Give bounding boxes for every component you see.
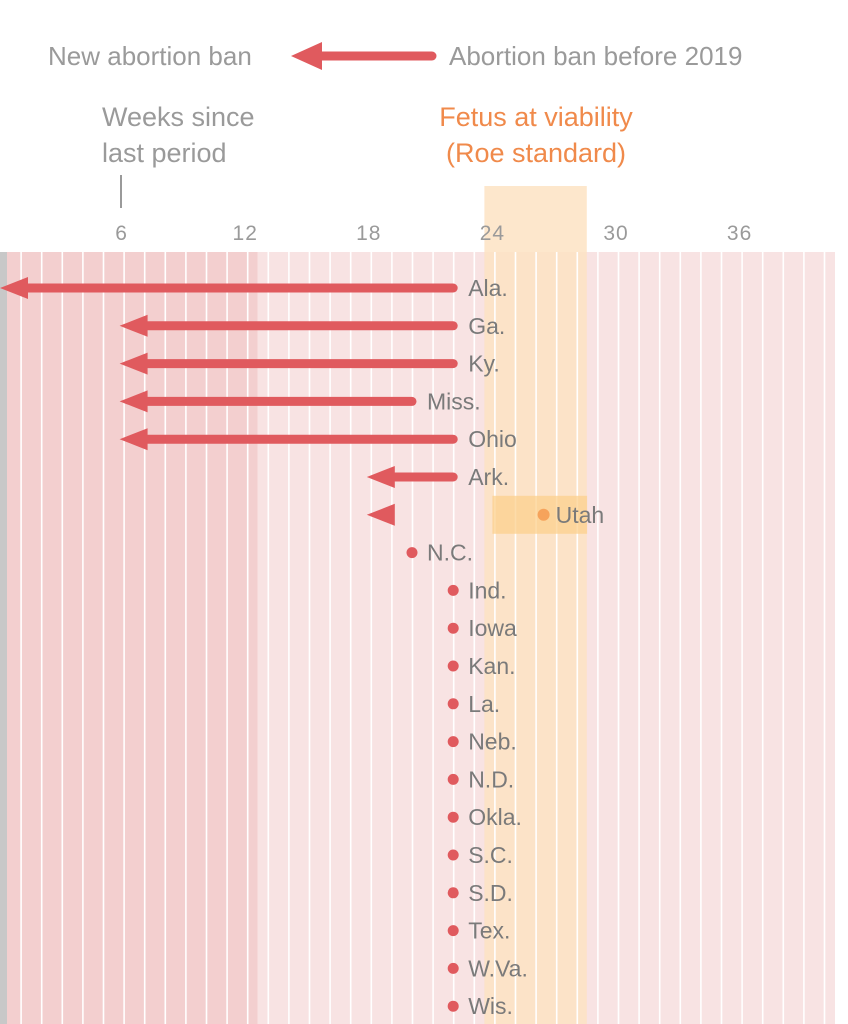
ban-dot bbox=[447, 887, 459, 899]
ban-dot bbox=[447, 925, 459, 937]
state-label: Ky. bbox=[468, 351, 500, 377]
legend-old-ban-label: Abortion ban before 2019 bbox=[449, 41, 742, 71]
x-tick-label: 30 bbox=[603, 222, 628, 245]
ban-arrow-head bbox=[366, 503, 395, 526]
state-label: N.D. bbox=[468, 766, 514, 792]
state-label: Tex. bbox=[468, 918, 510, 944]
x-tick-label: 36 bbox=[727, 222, 752, 245]
axis-left-edge bbox=[0, 252, 7, 1024]
viability-label-line1: Fetus at viability bbox=[439, 102, 633, 132]
ban-dot bbox=[447, 849, 459, 861]
early-weeks-band bbox=[0, 252, 258, 1024]
ban-dot bbox=[447, 1000, 459, 1012]
axis-header-line1: Weeks since bbox=[102, 102, 255, 132]
ban-arrow-head bbox=[119, 428, 148, 451]
ban-dot bbox=[406, 547, 418, 559]
ban-dot bbox=[447, 811, 459, 823]
ban-arrow-head bbox=[119, 314, 148, 337]
ban-dot bbox=[447, 698, 459, 710]
state-label: Okla. bbox=[468, 804, 522, 830]
x-axis-ticks: 6 12 18 24 30 36 bbox=[115, 222, 752, 245]
state-labels: Ala. Ga. Ky. Miss. Ohio Ark. Utah N.C. Ind. Iowa K… bbox=[427, 275, 604, 1019]
state-label: Wis. bbox=[468, 993, 513, 1019]
ban-dot bbox=[447, 622, 459, 634]
state-label: Ala. bbox=[468, 275, 508, 301]
state-label: Miss. bbox=[427, 388, 481, 414]
ban-arrow-head bbox=[366, 466, 395, 488]
state-label: Ark. bbox=[468, 464, 509, 490]
ban-dot bbox=[447, 736, 459, 748]
state-label: Ohio bbox=[468, 426, 517, 452]
legend-arrow-head-icon bbox=[291, 42, 322, 70]
state-label: S.D. bbox=[468, 880, 513, 906]
legend: New abortion ban Abortion ban before 201… bbox=[48, 41, 742, 71]
axis-header: Weeks since last period bbox=[102, 102, 255, 208]
ban-arrow-head bbox=[119, 352, 148, 375]
state-label: Neb. bbox=[468, 729, 517, 755]
state-label: Utah bbox=[556, 502, 605, 528]
state-label: W.Va. bbox=[468, 955, 528, 981]
chart-marks bbox=[0, 277, 588, 1012]
ban-dot bbox=[447, 584, 459, 596]
ban-arrow-head bbox=[119, 390, 148, 413]
viability-label-line2: (Roe standard) bbox=[446, 138, 626, 168]
ban-dot bbox=[537, 508, 550, 521]
x-tick-label: 18 bbox=[356, 222, 381, 245]
x-tick-label: 12 bbox=[233, 222, 258, 245]
state-label: Ind. bbox=[468, 577, 506, 603]
x-tick-label: 6 bbox=[115, 222, 128, 245]
viability-label: Fetus at viability (Roe standard) bbox=[439, 102, 633, 168]
x-tick-label: 24 bbox=[480, 222, 505, 245]
background-bands bbox=[0, 186, 835, 1024]
state-label: S.C. bbox=[468, 842, 513, 868]
ban-dot bbox=[447, 660, 459, 672]
axis-header-line2: last period bbox=[102, 138, 227, 168]
legend-new-ban-label: New abortion ban bbox=[48, 41, 252, 71]
state-label: Ga. bbox=[468, 313, 505, 339]
state-label: Kan. bbox=[468, 653, 515, 679]
ban-arrow-head bbox=[0, 277, 28, 299]
state-label: Iowa bbox=[468, 615, 517, 641]
state-label: La. bbox=[468, 691, 500, 717]
state-label: N.C. bbox=[427, 540, 473, 566]
ban-dot bbox=[447, 962, 459, 974]
ban-dot bbox=[447, 773, 459, 785]
